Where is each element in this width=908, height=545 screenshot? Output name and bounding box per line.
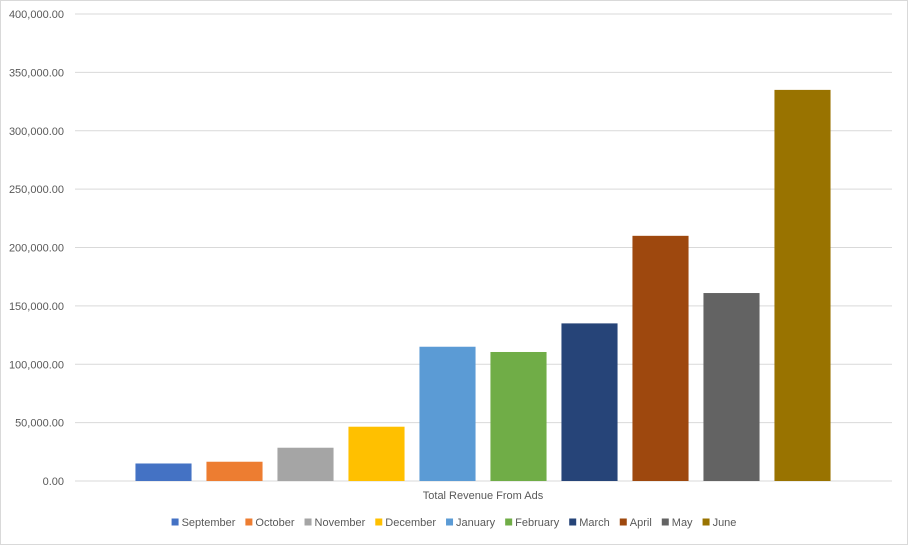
gridlines: [75, 13, 892, 482]
y-tick-label: 400,000.00: [9, 9, 64, 21]
legend-swatch: [619, 518, 627, 526]
legend-item-september: September: [171, 517, 236, 529]
legend-swatch: [702, 518, 710, 526]
legend-swatch: [661, 518, 669, 526]
bar-may: [703, 293, 760, 481]
legend-label: March: [579, 517, 610, 529]
legend-item-january: January: [446, 517, 496, 529]
y-tick-label: 0.00: [43, 476, 64, 488]
legend-item-may: May: [661, 517, 693, 529]
legend-label: January: [456, 517, 496, 529]
legend-item-february: February: [505, 517, 560, 529]
bar-november: [277, 447, 334, 481]
y-tick-label: 300,000.00: [9, 126, 64, 138]
y-tick-label: 200,000.00: [9, 243, 64, 255]
legend-swatch: [245, 518, 253, 526]
y-axis-tick-labels: 0.00 50,000.00 100,000.00 150,000.00 200,000…: [9, 9, 64, 488]
legend-swatch: [569, 518, 577, 526]
bars: [135, 89, 831, 481]
legend-item-november: November: [304, 517, 366, 529]
bar-december: [348, 426, 405, 481]
x-axis-label: Total Revenue From Ads: [423, 490, 544, 502]
legend-label: September: [182, 517, 236, 529]
legend: September October November December January F…: [171, 517, 737, 529]
y-tick-label: 350,000.00: [9, 67, 64, 79]
legend-label: February: [515, 517, 560, 529]
legend-item-october: October: [245, 517, 295, 529]
bar-june: [774, 89, 831, 481]
y-tick-label: 150,000.00: [9, 301, 64, 313]
legend-label: May: [672, 517, 693, 529]
bar-february: [490, 351, 547, 481]
legend-swatch: [304, 518, 312, 526]
legend-item-december: December: [375, 517, 436, 529]
y-tick-label: 250,000.00: [9, 184, 64, 196]
bar-march: [561, 323, 618, 481]
legend-swatch: [505, 518, 513, 526]
legend-label: November: [315, 517, 366, 529]
legend-item-march: March: [569, 517, 610, 529]
legend-swatch: [375, 518, 383, 526]
legend-item-april: April: [619, 517, 652, 529]
legend-label: April: [630, 517, 652, 529]
legend-label: December: [385, 517, 436, 529]
bar-january: [419, 346, 476, 481]
legend-label: October: [255, 517, 294, 529]
y-tick-label: 100,000.00: [9, 359, 64, 371]
legend-item-june: June: [702, 517, 737, 529]
bar-april: [632, 235, 689, 481]
legend-swatch: [446, 518, 454, 526]
bar-october: [206, 461, 263, 481]
y-tick-label: 50,000.00: [15, 418, 64, 430]
bar-september: [135, 463, 192, 481]
legend-swatch: [171, 518, 179, 526]
legend-label: June: [713, 517, 737, 529]
